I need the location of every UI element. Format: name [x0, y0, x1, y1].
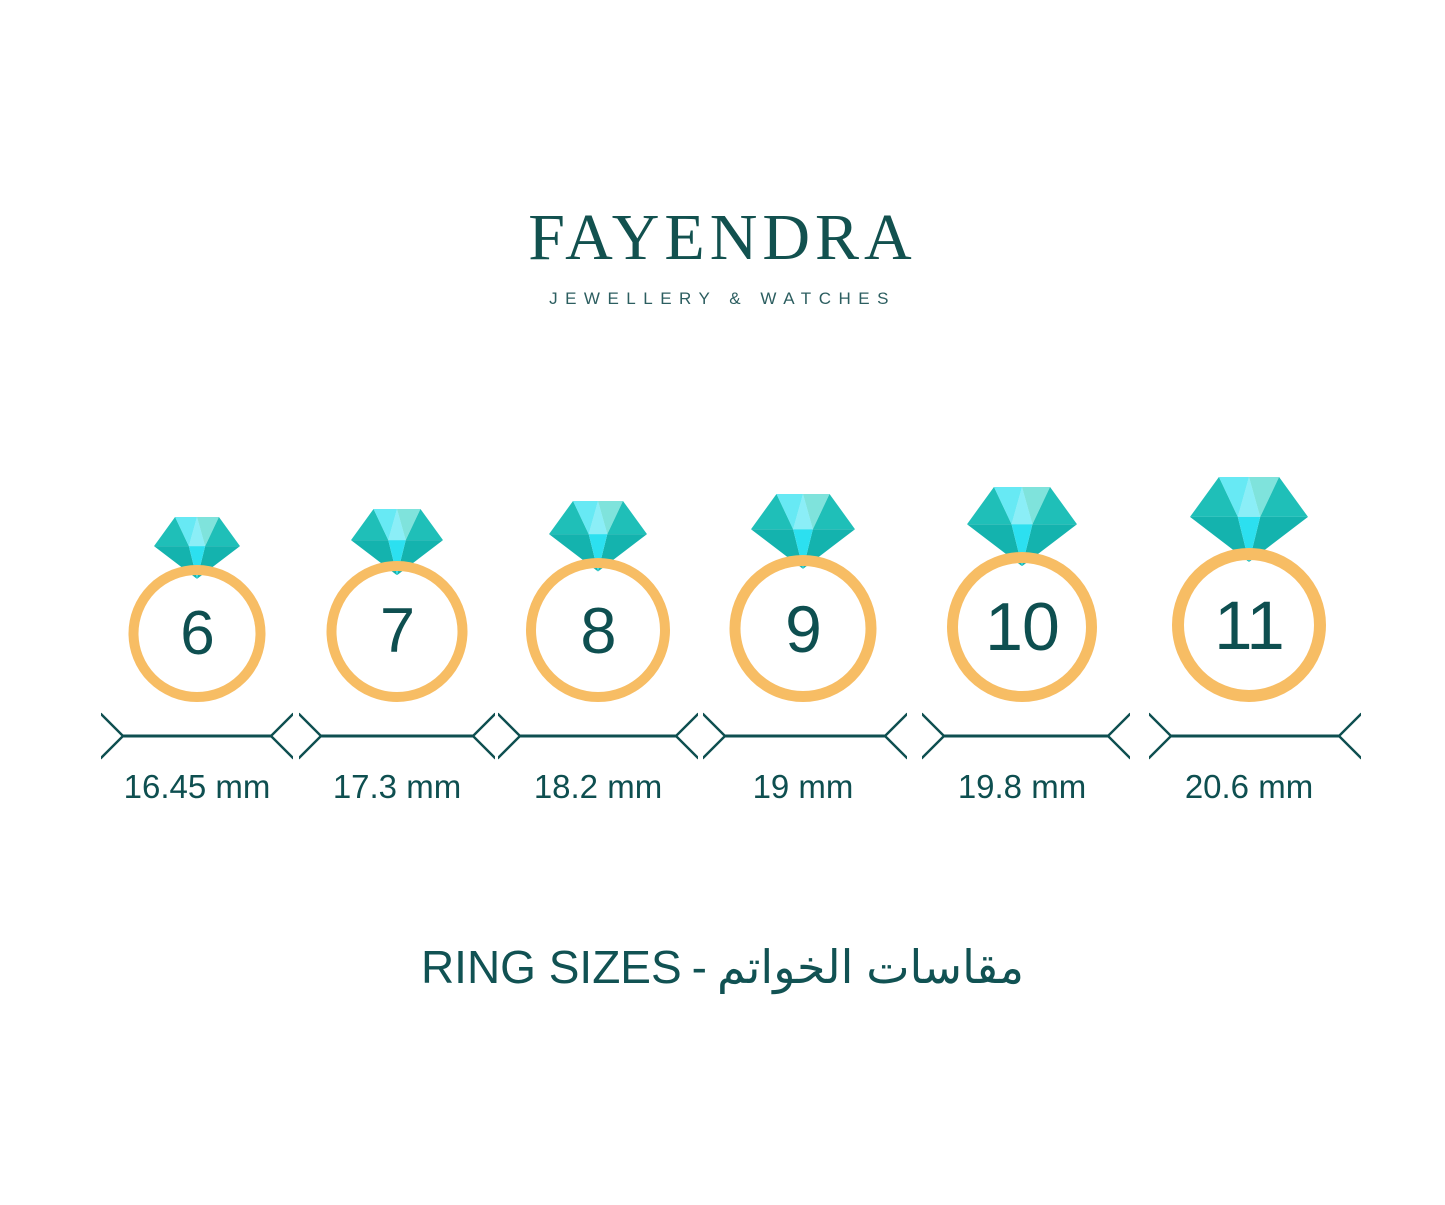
- ring-illustration: 10: [922, 440, 1122, 702]
- dimension-marker: [97, 712, 297, 760]
- ring-band: 10: [947, 552, 1097, 702]
- ring-band: 6: [128, 565, 266, 702]
- ring-size-item: 6 16.45 mm: [97, 440, 297, 840]
- ring-illustration: 9: [703, 440, 903, 702]
- ring-band: 8: [526, 558, 670, 702]
- dimension-marker: [498, 712, 698, 760]
- brand-header: FAYENDRA JEWELLERY & WATCHES: [0, 201, 1445, 308]
- ring-diameter-label: 19.8 mm: [957, 768, 1087, 805]
- chart-title-arabic: مقاسات الخواتم: [717, 941, 1025, 993]
- ring-size-number: 9: [785, 591, 822, 666]
- diamond-icon: [351, 508, 443, 575]
- ring-size-number: 7: [379, 596, 415, 666]
- ring-size-number: 6: [180, 598, 214, 668]
- ring-size-item: 8 18.2 mm: [498, 440, 698, 840]
- ring-size-item: 11 20.6 mm: [1149, 440, 1361, 840]
- ring-illustration: 7: [297, 440, 497, 702]
- diamond-icon: [967, 486, 1077, 566]
- ring-illustration: 6: [97, 440, 297, 702]
- ring-size-number: 11: [1214, 586, 1285, 664]
- brand-tagline: JEWELLERY & WATCHES: [549, 289, 896, 308]
- chart-title-english: RING SIZES: [420, 941, 682, 993]
- ring-illustration: 8: [498, 440, 698, 702]
- ring-size-number: 10: [985, 589, 1060, 665]
- ring-illustration: 11: [1149, 440, 1349, 702]
- ring-size-item: 9 19 mm: [703, 440, 907, 840]
- diamond-icon: [549, 501, 647, 572]
- ring-diameter-label: 17.3 mm: [332, 768, 462, 805]
- dimension-marker: [703, 712, 907, 760]
- ring-size-number: 8: [580, 593, 616, 667]
- ring-diameter-label: 16.45 mm: [123, 768, 271, 805]
- ring-size-item: 10 19.8 mm: [922, 440, 1130, 840]
- ring-size-row: 6 16.45 mm 7 17.3 mm 8 18.2 mm: [0, 440, 1445, 840]
- diamond-icon: [1190, 477, 1308, 562]
- ring-size-item: 7 17.3 mm: [297, 440, 497, 840]
- ring-band: 9: [729, 555, 877, 702]
- ring-band: 7: [326, 561, 468, 702]
- ring-diameter-label: 19 mm: [752, 768, 854, 805]
- chart-title-separator: -: [691, 941, 707, 993]
- ring-diameter-label: 20.6 mm: [1184, 768, 1314, 805]
- dimension-marker: [1149, 712, 1361, 760]
- diamond-icon: [751, 494, 855, 569]
- dimension-marker: [297, 712, 497, 760]
- ring-diameter-label: 18.2 mm: [533, 768, 663, 805]
- dimension-marker: [922, 712, 1130, 760]
- brand-wordmark: FAYENDRA: [528, 201, 917, 274]
- chart-title: RING SIZES - مقاسات الخواتم: [0, 940, 1445, 994]
- ring-band: 11: [1172, 548, 1326, 702]
